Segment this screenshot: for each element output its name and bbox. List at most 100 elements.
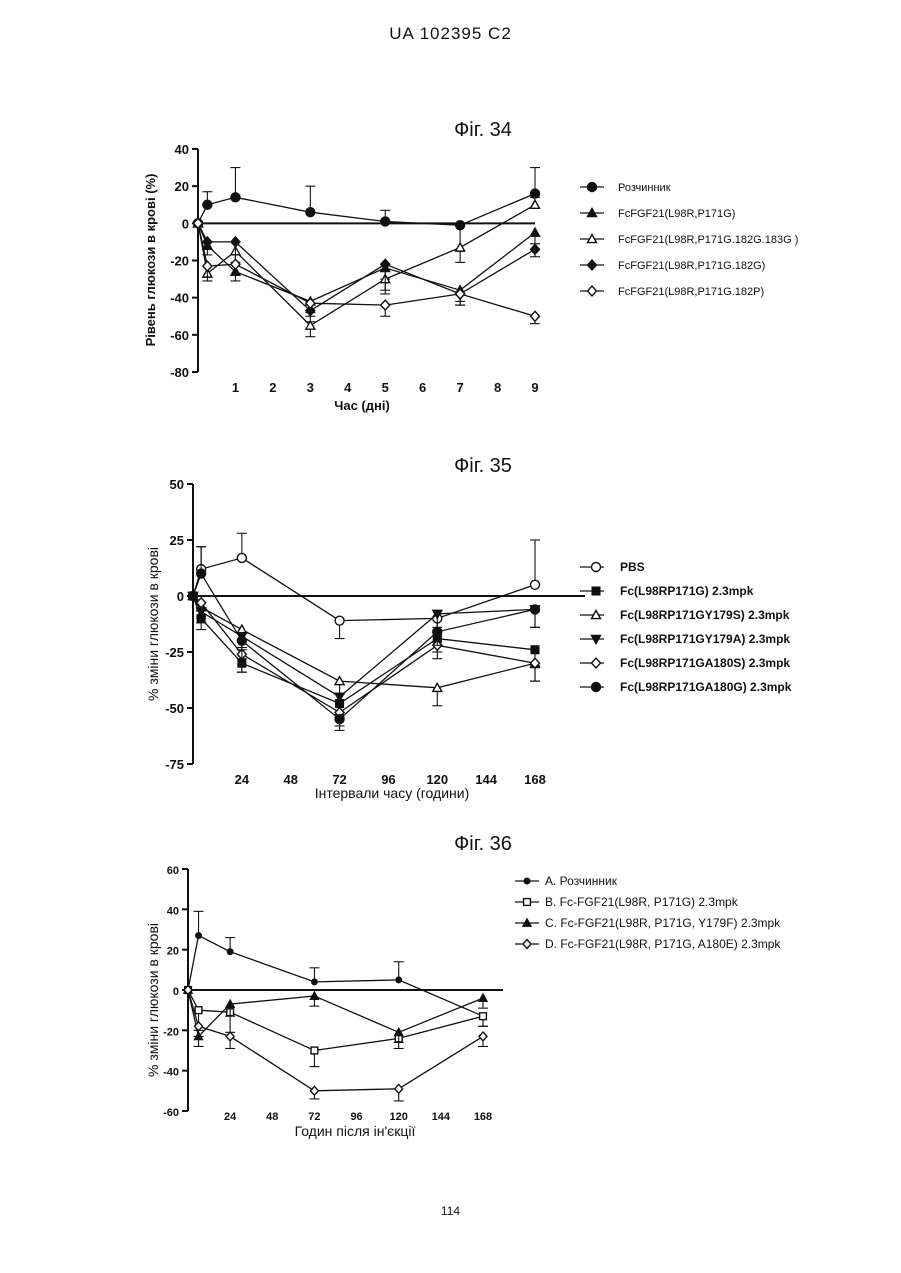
data-point bbox=[480, 1013, 487, 1020]
data-point bbox=[335, 616, 344, 625]
data-point bbox=[237, 636, 246, 645]
legend-marker bbox=[592, 658, 601, 668]
legend-marker bbox=[524, 899, 531, 906]
legend-entry-1: A. Розчинник bbox=[515, 874, 618, 888]
y-tick-label: -40 bbox=[163, 1067, 179, 1079]
data-point bbox=[456, 243, 465, 251]
data-point bbox=[395, 1084, 403, 1093]
x-tick-label: 168 bbox=[474, 1111, 492, 1123]
y-tick-label: -25 bbox=[165, 645, 184, 660]
data-point bbox=[237, 625, 246, 633]
legend-entry-4: D. Fc-FGF21(L98R, P171G, A180E) 2.3mpk bbox=[515, 937, 781, 951]
x-tick-label: 24 bbox=[235, 772, 250, 787]
legend-entry-4: Fc(L98RP171GY179A) 2.3mpk bbox=[580, 632, 790, 646]
x-tick-label: 2 bbox=[269, 380, 276, 395]
data-point bbox=[196, 933, 202, 939]
x-tick-label: 168 bbox=[524, 772, 546, 787]
data-point bbox=[203, 200, 212, 209]
data-point bbox=[310, 1086, 318, 1095]
legend-entry-2: B. Fc-FGF21(L98R, P171G) 2.3mpk bbox=[515, 895, 739, 909]
data-point bbox=[456, 221, 465, 230]
legend-label: Fc(L98RP171GY179A) 2.3mpk bbox=[620, 632, 790, 646]
x-tick-label: 96 bbox=[350, 1111, 362, 1123]
data-point bbox=[531, 605, 540, 614]
data-point bbox=[237, 553, 246, 562]
legend-label: C. Fc-FGF21(L98R, P171G, Y179F) 2.3mpk bbox=[545, 916, 781, 930]
y-tick-label: 50 bbox=[170, 477, 184, 492]
series-1 bbox=[194, 168, 541, 252]
legend-label: FcFGF21(L98R,P171G) bbox=[618, 208, 735, 220]
legend-entry-6: Fc(L98RP171GA180G) 2.3mpk bbox=[580, 680, 792, 694]
series-line bbox=[198, 223, 535, 301]
legend-entry-1: PBS bbox=[580, 560, 645, 574]
x-tick-label: 24 bbox=[224, 1111, 237, 1123]
data-point bbox=[531, 580, 540, 589]
chart-title: Фіг. 35 bbox=[454, 455, 512, 477]
legend-entry-1: Розчинник bbox=[580, 182, 671, 194]
legend-marker bbox=[523, 940, 531, 949]
data-point bbox=[335, 715, 344, 724]
legend-label: Fc(L98RP171GA180G) 2.3mpk bbox=[620, 680, 792, 694]
data-point bbox=[531, 228, 540, 236]
y-tick-label: 0 bbox=[173, 986, 179, 998]
legend-marker bbox=[588, 286, 597, 296]
legend-entry-4: FcFGF21(L98R,P171G.182G) bbox=[580, 260, 765, 272]
legend-label: PBS bbox=[620, 560, 645, 574]
legend-entry-3: C. Fc-FGF21(L98R, P171G, Y179F) 2.3mpk bbox=[515, 916, 781, 930]
page-number: 114 bbox=[0, 1204, 901, 1218]
legend-entry-3: Fc(L98RP171GY179S) 2.3mpk bbox=[580, 608, 790, 622]
data-point bbox=[381, 300, 390, 310]
x-tick-label: 1 bbox=[232, 380, 239, 395]
y-tick-label: 60 bbox=[167, 865, 179, 877]
y-tick-label: -20 bbox=[163, 1026, 179, 1038]
chart-title: Фіг. 34 bbox=[454, 119, 512, 141]
data-point bbox=[203, 261, 212, 271]
legend-marker bbox=[592, 683, 601, 692]
legend-entry-2: FcFGF21(L98R,P171G) bbox=[580, 208, 735, 220]
legend-marker bbox=[592, 587, 600, 595]
legend-label: FcFGF21(L98R,P171G.182P) bbox=[618, 286, 764, 298]
data-point bbox=[531, 244, 540, 254]
chart-fig-36: Фіг. 366040200-20-40-6024487296120144168… bbox=[0, 825, 901, 1145]
y-tick-label: -40 bbox=[170, 291, 189, 306]
y-tick-label: 0 bbox=[182, 216, 189, 231]
series-line bbox=[198, 223, 535, 316]
data-point bbox=[231, 259, 240, 269]
data-point bbox=[381, 217, 390, 226]
x-tick-label: 72 bbox=[308, 1111, 320, 1123]
legend-marker bbox=[524, 878, 530, 884]
x-tick-label: 7 bbox=[456, 380, 463, 395]
data-point bbox=[197, 569, 206, 578]
series-5 bbox=[194, 218, 541, 323]
y-tick-label: 20 bbox=[175, 179, 189, 194]
data-point bbox=[531, 646, 539, 654]
y-tick-label: 40 bbox=[167, 905, 179, 917]
legend-label: FcFGF21(L98R,P171G.182G) bbox=[618, 260, 765, 272]
legend-label: D. Fc-FGF21(L98R, P171G, A180E) 2.3mpk bbox=[545, 937, 781, 951]
x-tick-label: 48 bbox=[266, 1111, 278, 1123]
data-point bbox=[396, 977, 402, 983]
data-point bbox=[189, 592, 198, 601]
x-tick-label: 6 bbox=[419, 380, 426, 395]
data-point bbox=[433, 627, 442, 636]
y-axis-label: % зміни глюкози в крові bbox=[145, 547, 161, 701]
data-point bbox=[312, 979, 318, 985]
x-tick-label: 5 bbox=[382, 380, 389, 395]
data-point bbox=[531, 200, 540, 208]
legend-label: A. Розчинник bbox=[545, 874, 618, 888]
chart-fig-35: Фіг. 3550250-25-50-7524487296120144168Ін… bbox=[0, 445, 901, 810]
data-point bbox=[395, 1028, 403, 1035]
series-line bbox=[198, 223, 535, 310]
x-tick-label: 8 bbox=[494, 380, 501, 395]
legend-entry-2: Fc(L98RP171G) 2.3mpk bbox=[580, 584, 754, 598]
x-tick-label: 4 bbox=[344, 380, 352, 395]
legend-label: Fc(L98RP171GY179S) 2.3mpk bbox=[620, 608, 790, 622]
x-tick-label: 3 bbox=[307, 380, 314, 395]
y-tick-label: -60 bbox=[163, 1107, 179, 1119]
legend-entry-3: FcFGF21(L98R,P171G.182G.183G ) bbox=[580, 234, 798, 246]
x-tick-label: 144 bbox=[432, 1111, 451, 1123]
y-tick-label: -75 bbox=[165, 757, 184, 772]
data-point bbox=[310, 992, 318, 999]
x-axis-label: Годин після ін'єкції bbox=[295, 1123, 416, 1139]
legend-label: B. Fc-FGF21(L98R, P171G) 2.3mpk bbox=[545, 895, 739, 909]
